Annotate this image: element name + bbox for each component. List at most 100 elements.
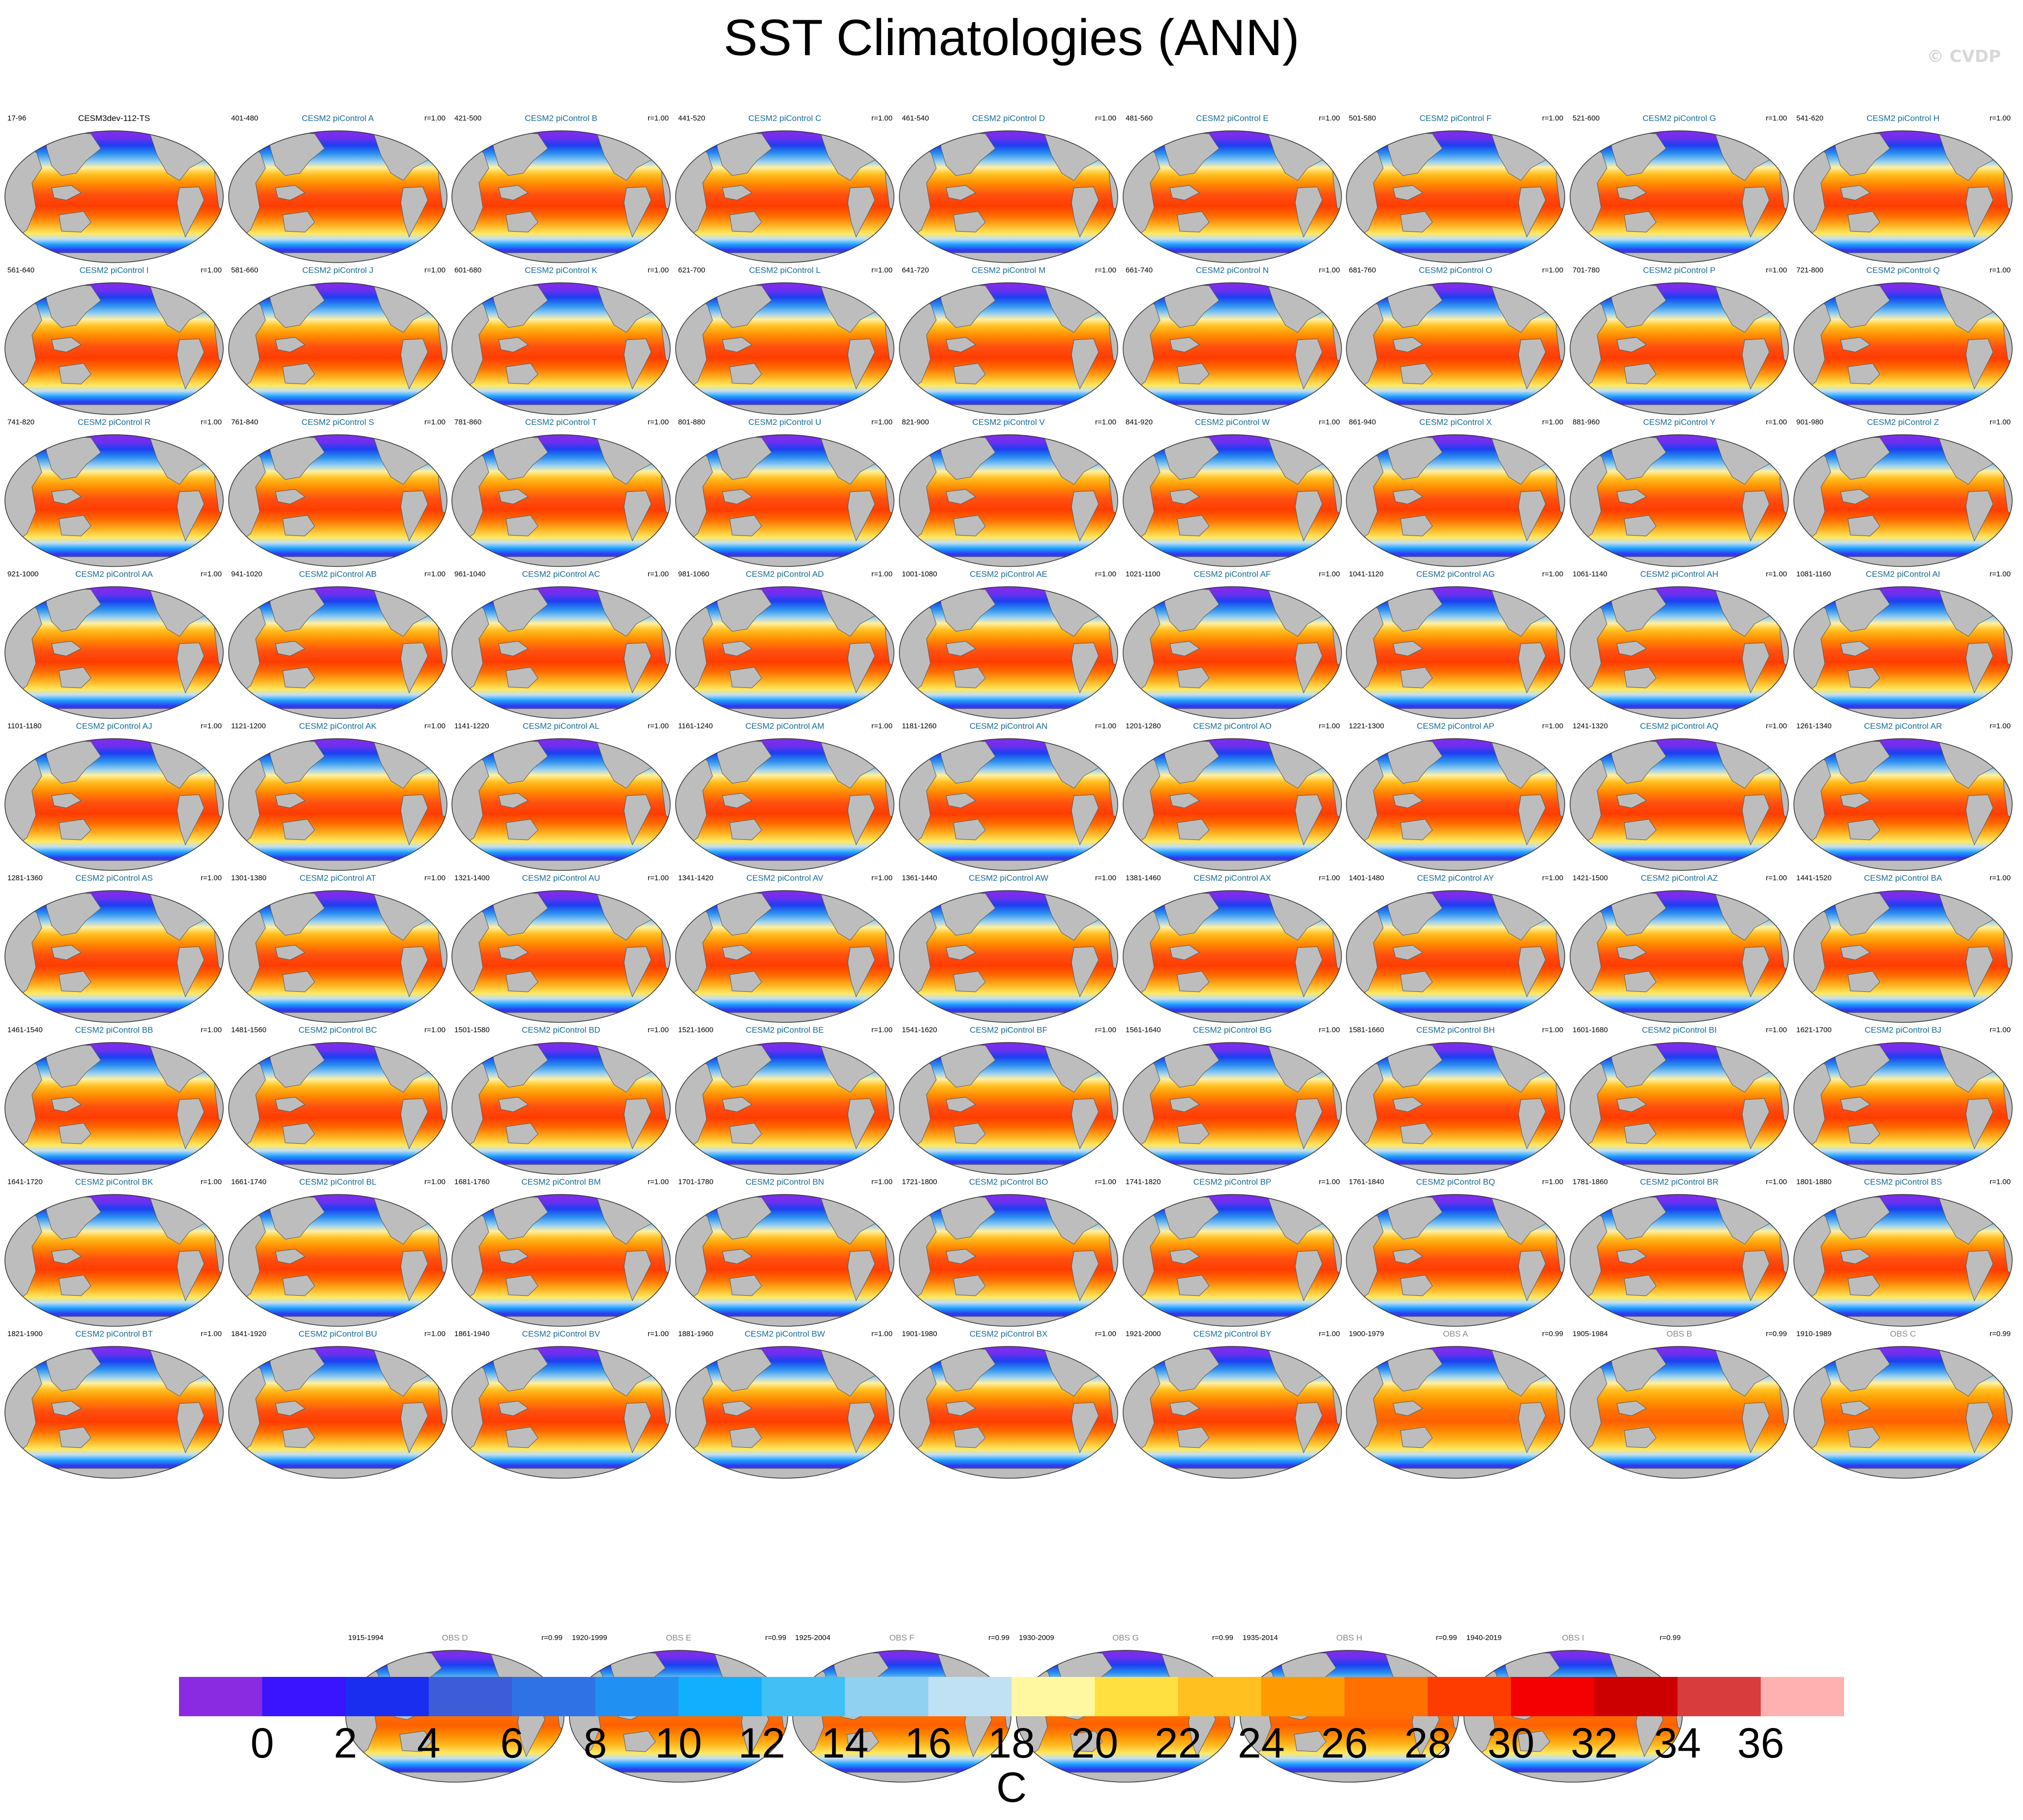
panel-correlation-label: r=1.00 bbox=[1766, 1178, 1787, 1186]
panel-title: CESM2 piControl AY bbox=[1417, 873, 1494, 883]
sst-map bbox=[451, 130, 671, 263]
sst-map bbox=[1346, 1194, 1565, 1327]
panel-correlation-label: r=0.99 bbox=[1990, 1330, 2011, 1338]
panel-title: OBS B bbox=[1666, 1329, 1692, 1339]
panel-years-label: 1261-1340 bbox=[1796, 722, 1832, 730]
panel-title: CESM2 piControl V bbox=[972, 418, 1045, 427]
panel-years-label: 1321-1400 bbox=[454, 874, 490, 882]
sst-map bbox=[899, 130, 1118, 263]
sst-map bbox=[4, 890, 224, 1023]
map-panel: 601-680 CESM2 piControl K r=1.00 bbox=[449, 266, 673, 418]
panel-correlation-label: r=1.00 bbox=[1990, 1026, 2011, 1034]
map-panel: 17-96 CESM3dev-112-TS bbox=[2, 114, 226, 266]
panel-title: OBS E bbox=[666, 1633, 691, 1642]
map-panel: 1581-1660 CESM2 piControl BH r=1.00 bbox=[1344, 1026, 1567, 1177]
sst-map bbox=[899, 1346, 1118, 1479]
panel-title: OBS D bbox=[442, 1633, 468, 1642]
sst-map bbox=[1570, 130, 1789, 263]
panel-title: CESM2 piControl AC bbox=[522, 569, 600, 579]
panel-correlation-label: r=1.00 bbox=[1766, 418, 1787, 426]
map-panel: 1101-1180 CESM2 piControl AJ r=1.00 bbox=[2, 722, 226, 873]
map-panel: 1901-1980 CESM2 piControl BX r=1.00 bbox=[897, 1330, 1120, 1481]
panel-title: CESM2 piControl D bbox=[972, 114, 1045, 123]
map-panel: 441-520 CESM2 piControl C r=1.00 bbox=[673, 114, 896, 266]
colorbar-swatch bbox=[1261, 1677, 1345, 1716]
sst-map bbox=[1123, 738, 1342, 871]
panel-years-label: 561-640 bbox=[7, 266, 35, 274]
panel-years-label: 1900-1979 bbox=[1349, 1330, 1384, 1338]
colorbar-tick-label: 0 bbox=[250, 1720, 274, 1767]
map-panel: 1481-1560 CESM2 piControl BC r=1.00 bbox=[226, 1026, 449, 1177]
panel-years-label: 1781-1860 bbox=[1573, 1178, 1608, 1186]
sst-map bbox=[228, 130, 447, 263]
colorbar-tick-label: 34 bbox=[1654, 1720, 1701, 1767]
panel-years-label: 441-520 bbox=[678, 114, 706, 122]
panel-years-label: 741-820 bbox=[7, 418, 35, 426]
panel-years-label: 601-680 bbox=[454, 266, 482, 274]
panel-years-label: 1741-1820 bbox=[1126, 1178, 1161, 1186]
colorbar-tick-label: 16 bbox=[904, 1720, 952, 1767]
panel-years-label: 1841-1920 bbox=[231, 1330, 267, 1338]
panel-years-label: 1301-1380 bbox=[231, 874, 267, 882]
sst-map bbox=[1570, 586, 1789, 719]
map-panel: 1861-1940 CESM2 piControl BV r=1.00 bbox=[449, 1330, 673, 1481]
panel-title: CESM2 piControl E bbox=[1196, 114, 1269, 123]
panel-correlation-label: r=1.00 bbox=[424, 418, 446, 426]
panel-years-label: 581-660 bbox=[231, 266, 259, 274]
panel-years-label: 1910-1989 bbox=[1796, 1330, 1832, 1338]
panel-correlation-label: r=1.00 bbox=[1095, 1026, 1116, 1034]
panel-correlation-label: r=1.00 bbox=[1542, 266, 1563, 274]
map-panel: 1621-1700 CESM2 piControl BJ r=1.00 bbox=[1791, 1026, 2015, 1177]
panel-correlation-label: r=0.99 bbox=[988, 1634, 1010, 1642]
panel-correlation-label: r=1.00 bbox=[1542, 418, 1563, 426]
panel-years-label: 1161-1240 bbox=[678, 722, 713, 730]
panel-years-label: 1081-1160 bbox=[1796, 570, 1831, 578]
colorbar-swatch bbox=[179, 1677, 263, 1716]
panel-correlation-label: r=1.00 bbox=[648, 114, 669, 122]
panel-title: CESM2 piControl BO bbox=[969, 1177, 1048, 1187]
panel-years-label: 521-600 bbox=[1573, 114, 1600, 122]
panel-years-label: 1021-1100 bbox=[1126, 570, 1160, 578]
map-panel: 1121-1200 CESM2 piControl AK r=1.00 bbox=[226, 722, 449, 873]
panel-correlation-label: r=1.00 bbox=[1766, 266, 1787, 274]
map-panel: 661-740 CESM2 piControl N r=1.00 bbox=[1121, 266, 1344, 418]
sst-map bbox=[1123, 130, 1342, 263]
panel-correlation-label: r=1.00 bbox=[201, 266, 222, 274]
panel-years-label: 681-760 bbox=[1349, 266, 1376, 274]
panel-title: CESM2 piControl BQ bbox=[1416, 1177, 1495, 1187]
panel-years-label: 1461-1540 bbox=[7, 1026, 43, 1034]
panel-years-label: 1641-1720 bbox=[7, 1178, 43, 1186]
map-panel: 761-840 CESM2 piControl S r=1.00 bbox=[226, 418, 449, 569]
panel-correlation-label: r=1.00 bbox=[1990, 418, 2011, 426]
panel-years-label: 1501-1580 bbox=[454, 1026, 490, 1034]
sst-map bbox=[675, 282, 894, 415]
sst-map bbox=[451, 738, 671, 871]
panel-years-label: 1915-1994 bbox=[348, 1634, 384, 1642]
panel-title: CESM2 piControl N bbox=[1195, 266, 1269, 275]
panel-years-label: 981-1060 bbox=[678, 570, 710, 578]
panel-title: CESM2 piControl AK bbox=[299, 721, 377, 731]
map-panel: 1601-1680 CESM2 piControl BI r=1.00 bbox=[1568, 1026, 1791, 1177]
panel-correlation-label: r=1.00 bbox=[648, 266, 669, 274]
panel-years-label: 401-480 bbox=[231, 114, 259, 122]
panel-correlation-label: r=1.00 bbox=[1319, 1330, 1340, 1338]
panel-years-label: 1921-2000 bbox=[1126, 1330, 1161, 1338]
sst-map bbox=[4, 1194, 224, 1327]
sst-map bbox=[1570, 890, 1789, 1023]
colorbar-swatch bbox=[1594, 1677, 1678, 1716]
colorbar-swatch bbox=[428, 1677, 512, 1716]
sst-map bbox=[899, 890, 1118, 1023]
panel-title: CESM2 piControl K bbox=[525, 266, 597, 275]
map-panel: 1401-1480 CESM2 piControl AY r=1.00 bbox=[1344, 874, 1567, 1025]
panel-correlation-label: r=1.00 bbox=[201, 418, 222, 426]
panel-years-label: 1141-1220 bbox=[454, 722, 489, 730]
sst-map bbox=[228, 1346, 447, 1479]
panel-years-label: 921-1000 bbox=[7, 570, 39, 578]
panel-correlation-label: r=1.00 bbox=[648, 570, 669, 578]
panel-correlation-label: r=1.00 bbox=[1766, 722, 1787, 730]
map-panel: 1701-1780 CESM2 piControl BN r=1.00 bbox=[673, 1178, 896, 1329]
colorbar-tick-label: 30 bbox=[1487, 1720, 1535, 1767]
panel-years-label: 1221-1300 bbox=[1349, 722, 1384, 730]
panel-title: CESM2 piControl AT bbox=[299, 873, 376, 883]
sst-map bbox=[1123, 586, 1342, 719]
